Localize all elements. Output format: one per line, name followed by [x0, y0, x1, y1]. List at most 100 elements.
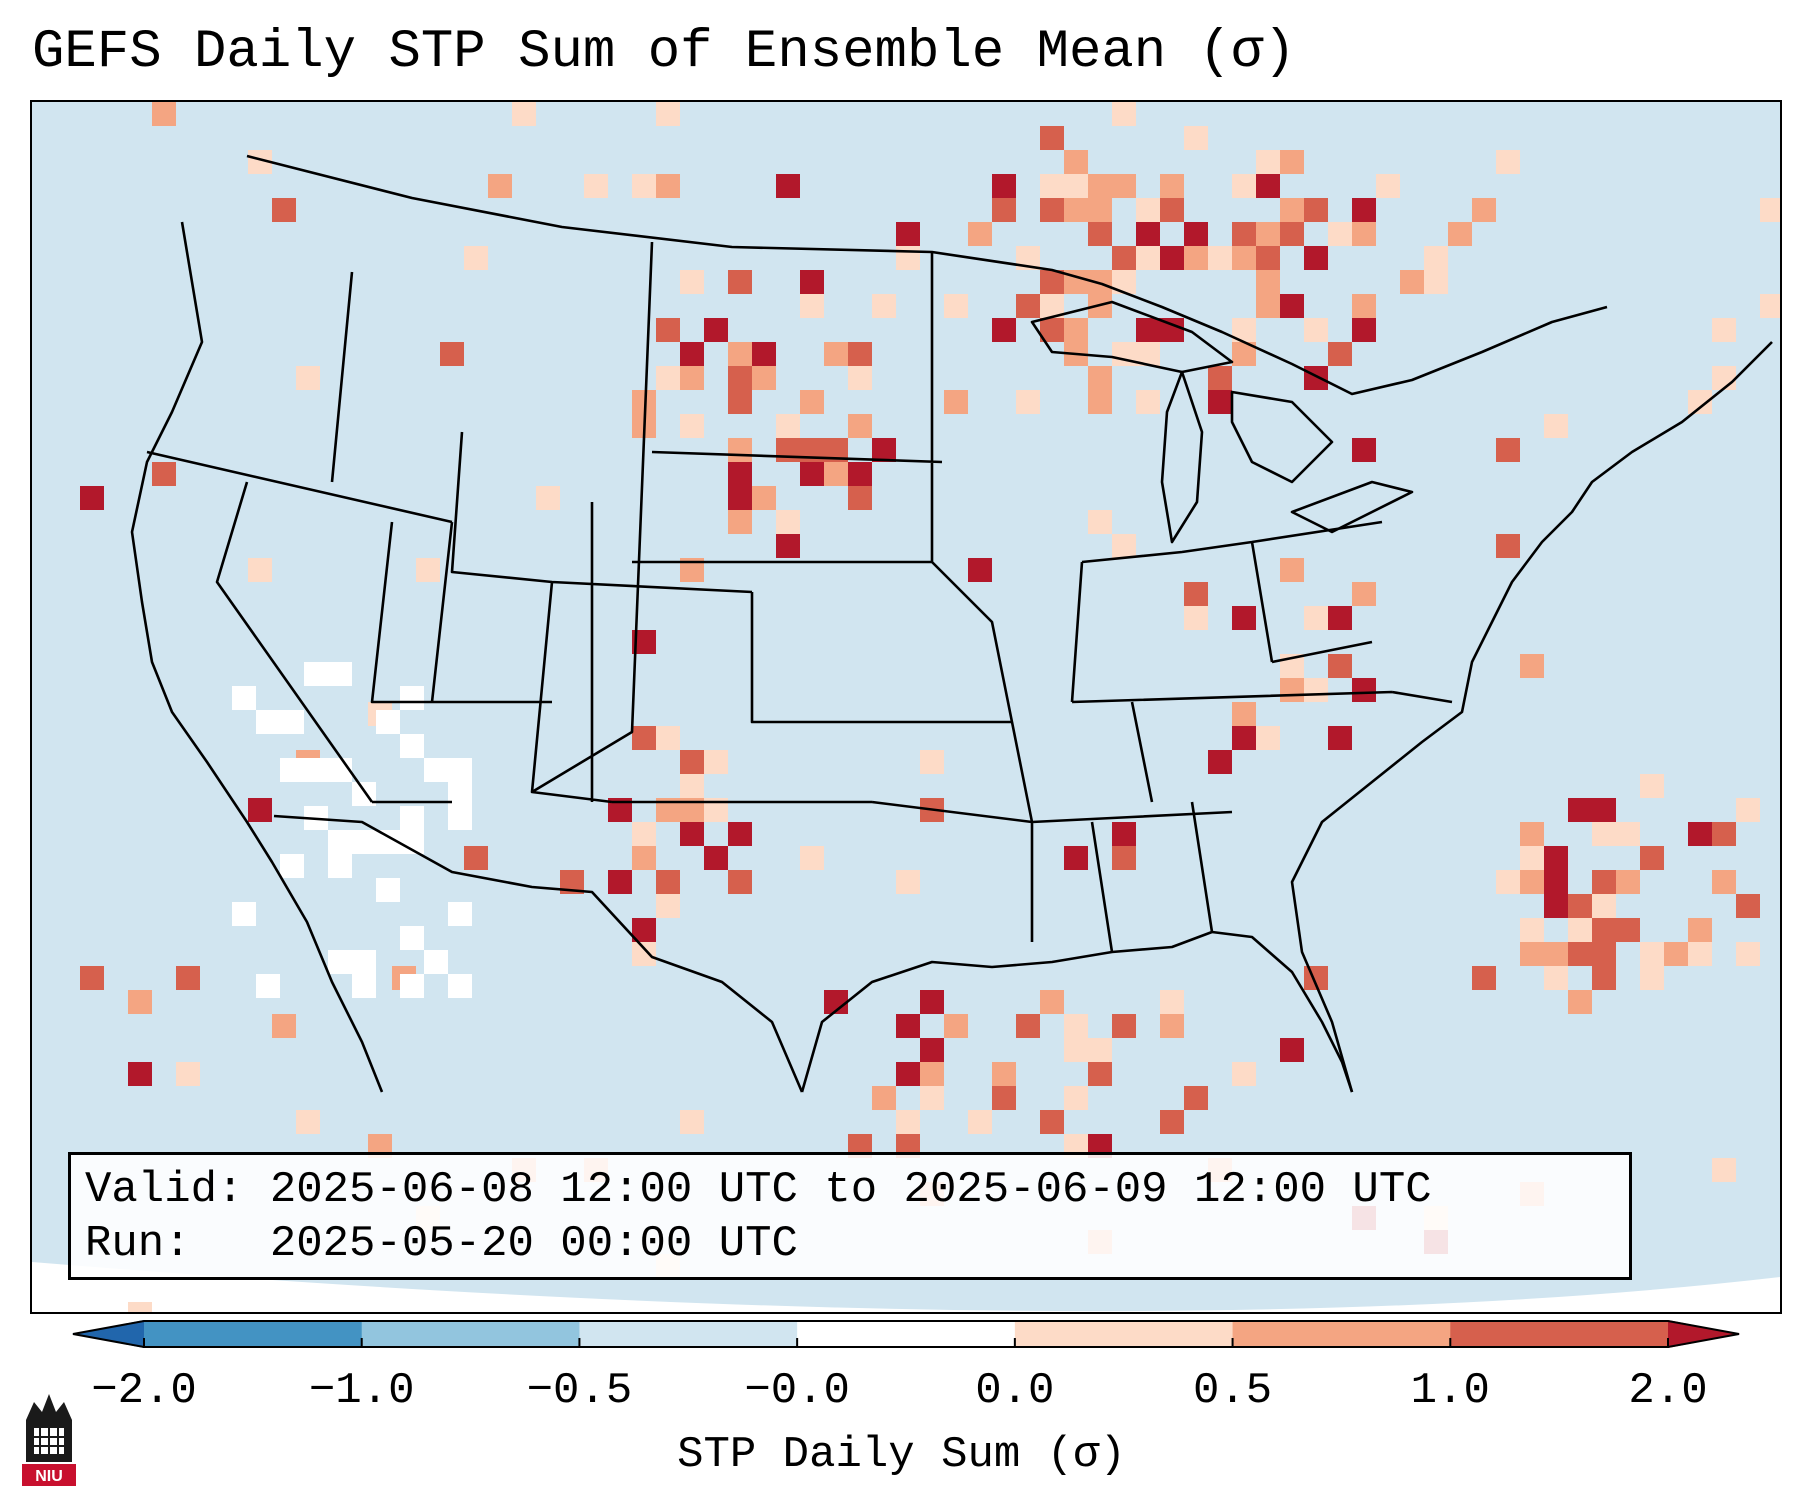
colorbar-tick-label: −1.0	[308, 1366, 415, 1416]
anomaly-cell	[776, 510, 800, 534]
lake-huron	[1230, 390, 1334, 484]
anomaly-cell	[920, 1062, 944, 1086]
niu-logo: NIU	[22, 1394, 76, 1486]
anomaly-cell	[400, 926, 424, 950]
anomaly-cell	[1184, 222, 1208, 246]
anomaly-cell	[920, 990, 944, 1014]
anomaly-cell	[1088, 1038, 1112, 1062]
anomaly-cell	[656, 870, 680, 894]
anomaly-cell	[848, 342, 872, 366]
anomaly-cell	[632, 846, 656, 870]
anomaly-cell	[128, 990, 152, 1014]
west-coast	[130, 221, 384, 1093]
anomaly-cell	[128, 1062, 152, 1086]
anomaly-cell	[1256, 174, 1280, 198]
figure-title: GEFS Daily STP Sum of Ensemble Mean (σ)	[32, 22, 1296, 83]
anomaly-cell	[1256, 222, 1280, 246]
anomaly-cell	[752, 342, 776, 366]
anomaly-cell	[848, 462, 872, 486]
anomaly-cell	[1112, 534, 1136, 558]
anomaly-cell	[1520, 918, 1544, 942]
anomaly-cell	[728, 870, 752, 894]
valid-run-box: Valid: 2025-06-08 12:00 UTC to 2025-06-0…	[68, 1152, 1632, 1280]
anomaly-cell	[1328, 222, 1352, 246]
anomaly-cell	[728, 462, 752, 486]
anomaly-cell	[1280, 198, 1304, 222]
anomaly-cell	[1592, 822, 1616, 846]
anomaly-cell	[1688, 822, 1712, 846]
anomaly-cell	[1712, 1158, 1736, 1182]
anomaly-cell	[920, 1038, 944, 1062]
colorbar-extend-high	[1668, 1320, 1740, 1348]
anomaly-cell	[1112, 102, 1136, 126]
anomaly-cell	[400, 806, 424, 830]
anomaly-cell	[352, 950, 376, 974]
anomaly-cell	[1520, 822, 1544, 846]
anomaly-cell	[704, 846, 728, 870]
anomaly-cell	[1640, 942, 1664, 966]
anomaly-cell	[1088, 174, 1112, 198]
anomaly-cell	[1544, 870, 1568, 894]
anomaly-cell	[1136, 222, 1160, 246]
anomaly-cell	[1112, 246, 1136, 270]
anomaly-cell	[1424, 246, 1448, 270]
anomaly-cell	[1592, 798, 1616, 822]
anomaly-cell	[352, 830, 376, 854]
anomaly-cell	[464, 246, 488, 270]
anomaly-cell	[1592, 942, 1616, 966]
anomaly-cell	[968, 1110, 992, 1134]
anomaly-cell	[1712, 366, 1736, 390]
anomaly-cell	[728, 342, 752, 366]
anomaly-cell	[416, 558, 440, 582]
anomaly-cell	[1088, 510, 1112, 534]
anomaly-cell	[440, 342, 464, 366]
colorbar-tick-label: 0.5	[1192, 1366, 1273, 1416]
anomaly-cell	[728, 390, 752, 414]
anomaly-cell	[304, 758, 328, 782]
anomaly-cell	[992, 1086, 1016, 1110]
anomaly-cell	[1016, 390, 1040, 414]
colorbar-segment	[579, 1320, 798, 1348]
colorbar-segment	[361, 1320, 580, 1348]
anomaly-cell	[1760, 198, 1780, 222]
anomaly-cell	[80, 966, 104, 990]
anomaly-cell	[1328, 726, 1352, 750]
anomaly-cell	[1232, 606, 1256, 630]
anomaly-cell	[800, 270, 824, 294]
anomaly-cell	[80, 486, 104, 510]
anomaly-cell	[1136, 198, 1160, 222]
anomaly-cell	[1736, 894, 1760, 918]
anomaly-cell	[1112, 174, 1136, 198]
anomaly-cell	[608, 870, 632, 894]
anomaly-cell	[1640, 966, 1664, 990]
mexico-border	[273, 814, 804, 1093]
anomaly-cell	[1064, 1086, 1088, 1110]
anomaly-cell	[632, 174, 656, 198]
anomaly-cell	[1136, 390, 1160, 414]
anomaly-cell	[448, 974, 472, 998]
colorbar-extend-low	[72, 1320, 144, 1348]
anomaly-cell	[400, 974, 424, 998]
anomaly-cell	[1232, 174, 1256, 198]
anomaly-cell	[1424, 270, 1448, 294]
anomaly-cell	[232, 686, 256, 710]
anomaly-cell	[1160, 198, 1184, 222]
colorbar-tick-label: 0.0	[975, 1366, 1055, 1416]
anomaly-cell	[1160, 174, 1184, 198]
anomaly-cell	[776, 414, 800, 438]
anomaly-cell	[1736, 798, 1760, 822]
map-canvas	[32, 102, 1780, 1312]
anomaly-cell	[1256, 150, 1280, 174]
anomaly-cell	[1328, 654, 1352, 678]
anomaly-cell	[1592, 894, 1616, 918]
anomaly-cell	[536, 486, 560, 510]
anomaly-cell	[776, 174, 800, 198]
anomaly-cell	[1688, 942, 1712, 966]
anomaly-cell	[272, 198, 296, 222]
colorbar-segment	[797, 1320, 1016, 1348]
anomaly-cell	[776, 438, 800, 462]
anomaly-cell	[1640, 774, 1664, 798]
anomaly-cell	[448, 806, 472, 830]
anomaly-cell	[872, 438, 896, 462]
